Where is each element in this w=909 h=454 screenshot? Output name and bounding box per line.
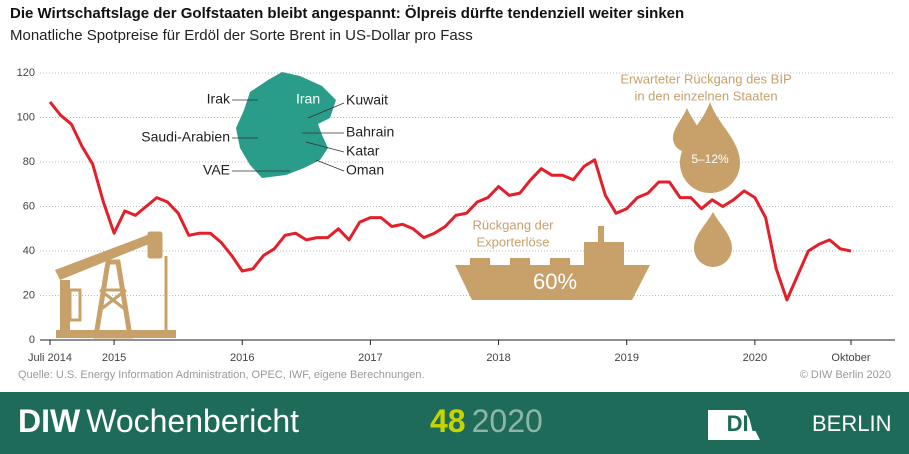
footer-publication: Wochenbericht (86, 403, 299, 439)
x-tick-label: 2015 (102, 352, 126, 364)
x-tick-label: 2016 (230, 352, 254, 364)
map-label: Kuwait (346, 92, 388, 108)
map-label: Bahrain (346, 124, 394, 140)
x-tick-label: 2020 (743, 352, 767, 364)
source: Quelle: U.S. Energy Information Administ… (18, 369, 425, 381)
map-label: Iran (296, 91, 320, 107)
footer-brand: DIW (18, 403, 81, 439)
y-tick-label: 20 (23, 289, 35, 301)
logo-mark (708, 410, 760, 440)
annotation: Rückgang der (473, 217, 555, 232)
x-tick-label: 2018 (486, 352, 510, 364)
y-tick-label: 40 (23, 245, 35, 257)
logo-left: DIW (727, 411, 770, 436)
annotation: Erwarteter Rückgang des BIP (620, 71, 791, 86)
ship-icon (455, 226, 650, 300)
map-label: Saudi-Arabien (141, 129, 230, 145)
annotation-value: 5–12% (691, 152, 729, 166)
x-tick-label: Juli 2014 (28, 352, 72, 364)
map-leaders (232, 99, 345, 172)
chart-subtitle: Monatliche Spotpreise für Erdöl der Sort… (10, 27, 473, 44)
data-line (48, 100, 852, 302)
map-label: Irak (207, 91, 231, 107)
annotation: Exporterlöse (477, 234, 550, 249)
y-tick-label: 120 (17, 67, 35, 79)
x-tick-label: 2017 (358, 352, 382, 364)
y-tick-label: 100 (17, 111, 35, 123)
y-tick-label: 60 (23, 200, 35, 212)
illustrations (55, 72, 740, 339)
footer-band (0, 392, 909, 454)
x-tick-label: 2019 (614, 352, 638, 364)
map-label: VAE (203, 162, 230, 178)
gulf-map (236, 72, 336, 178)
drop-icons (673, 102, 740, 267)
x-tick-label: Oktober (831, 352, 870, 364)
map-label: Oman (346, 162, 384, 178)
footer-issue-number: 48 (430, 403, 466, 439)
y-tick-label: 80 (23, 156, 35, 168)
annotation: in den einzelnen Staaten (634, 88, 777, 103)
footer-title: DIW Wochenbericht (18, 403, 299, 439)
chart-title: Die Wirtschaftslage der Golfstaaten blei… (10, 5, 684, 22)
copyright: © DIW Berlin 2020 (800, 369, 891, 381)
logo-right: BERLIN (812, 411, 891, 436)
pumpjack-icon (55, 231, 176, 339)
footer-issue: 48 2020 (430, 403, 543, 439)
y-tick-label: 0 (29, 334, 35, 346)
footer-year: 2020 (472, 403, 543, 439)
annotation-value: 60% (533, 269, 577, 294)
map-label: Katar (346, 143, 380, 159)
